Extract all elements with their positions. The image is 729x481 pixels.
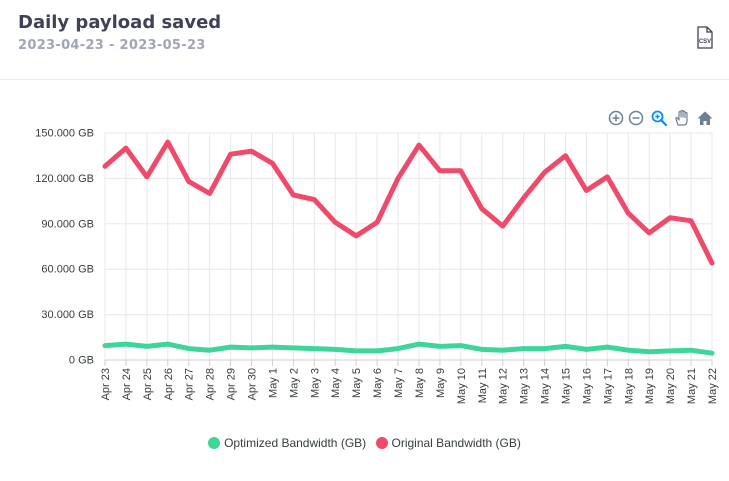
x-tick-label: Apr 23 — [100, 368, 112, 400]
zoom-in-icon[interactable] — [607, 109, 625, 127]
y-tick-label: 60.000 GB — [41, 264, 94, 276]
x-tick-label: Apr 28 — [205, 368, 217, 400]
y-tick-label: 0 GB — [69, 355, 94, 367]
zoom-out-icon[interactable] — [627, 109, 645, 127]
chart-card-header: Daily payload saved 2023-04-23 - 2023-05… — [0, 0, 729, 80]
x-tick-label: May 16 — [581, 368, 593, 404]
x-tick-label: May 5 — [351, 368, 363, 398]
x-tick-label: May 9 — [435, 368, 447, 398]
x-tick-label: May 8 — [414, 368, 426, 398]
x-tick-label: May 21 — [686, 368, 698, 404]
x-tick-label: May 6 — [372, 368, 384, 398]
x-tick-label: May 7 — [393, 368, 405, 398]
zoom-select-icon[interactable] — [650, 109, 668, 127]
legend-label-optimized: Optimized Bandwidth (GB) — [224, 436, 367, 450]
x-tick-label: May 12 — [498, 368, 510, 404]
y-tick-label: 150.000 GB — [35, 128, 94, 140]
x-tick-label: Apr 30 — [247, 368, 259, 400]
y-tick-label: 120.000 GB — [35, 173, 94, 185]
legend-label-original: Original Bandwidth (GB) — [391, 436, 521, 450]
y-tick-label: 30.000 GB — [41, 309, 94, 321]
x-tick-label: Apr 29 — [226, 368, 238, 400]
legend-marker-optimized — [208, 437, 221, 449]
x-tick-label: May 14 — [540, 368, 552, 404]
x-tick-label: Apr 26 — [163, 368, 175, 400]
series-line-optimized — [102, 341, 715, 356]
csv-file-icon[interactable]: CSV — [694, 25, 716, 51]
legend-item-optimized[interactable]: Optimized Bandwidth (GB) — [208, 436, 366, 450]
legend-item-original[interactable]: Original Bandwidth (GB) — [375, 436, 521, 450]
x-tick-label: May 10 — [456, 368, 468, 404]
date-range-subtitle: 2023-04-23 - 2023-05-23 — [18, 38, 206, 53]
series-line-original — [102, 139, 715, 266]
reset-home-icon[interactable] — [696, 109, 714, 127]
x-tick-label: May 4 — [330, 368, 342, 398]
x-tick-label: Apr 27 — [184, 368, 196, 400]
x-tick-label: May 20 — [665, 368, 677, 404]
y-tick-label: 90.000 GB — [41, 218, 94, 230]
pan-hand-icon[interactable] — [673, 109, 691, 127]
x-tick-label: May 22 — [707, 368, 719, 404]
x-tick-label: Apr 24 — [121, 368, 133, 400]
chart-legend: Optimized Bandwidth (GB) Original Bandwi… — [0, 436, 729, 452]
x-tick-label: May 13 — [519, 368, 531, 404]
x-tick-label: May 3 — [309, 368, 321, 398]
chart-title: Daily payload saved — [18, 12, 222, 33]
x-tick-label: May 11 — [477, 368, 489, 403]
x-tick-label: May 18 — [623, 368, 635, 404]
x-tick-label: May 19 — [644, 368, 656, 404]
x-tick-label: May 15 — [560, 368, 572, 404]
x-tick-label: May 2 — [288, 368, 300, 398]
x-tick-label: May 1 — [267, 368, 279, 398]
x-tick-label: Apr 25 — [142, 368, 154, 400]
csv-label: CSV — [699, 39, 711, 45]
x-tick-label: May 17 — [602, 368, 614, 404]
legend-marker-original — [375, 437, 388, 449]
